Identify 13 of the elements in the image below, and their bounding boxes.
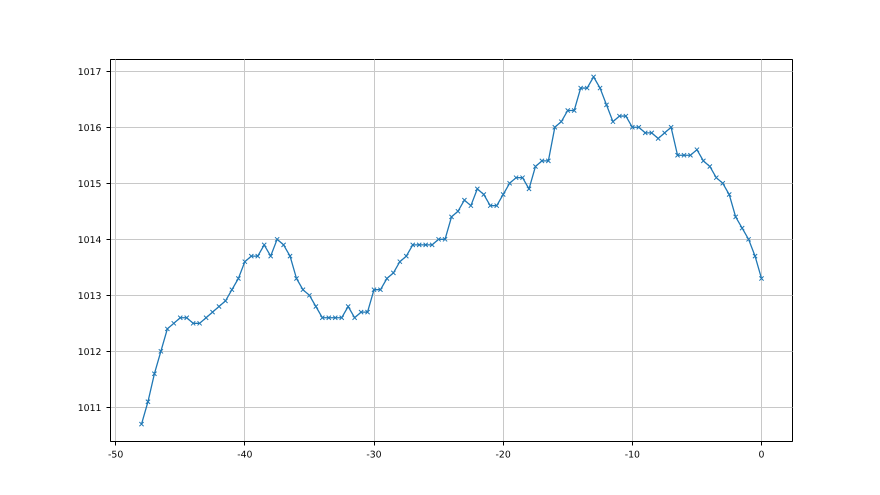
y-tick-label: 1014 [78, 234, 102, 246]
y-tick-label: 1011 [78, 402, 102, 414]
y-tick-label: 1013 [78, 290, 102, 302]
x-tick-label: -30 [366, 450, 382, 460]
y-tick-label: 1012 [78, 346, 102, 358]
x-tick-label: -20 [496, 450, 511, 460]
x-tick-label: 0 [758, 450, 765, 460]
y-tick-label: 1016 [78, 122, 102, 134]
y-tick-label: 1015 [78, 178, 102, 190]
x-tick-label: -40 [237, 450, 253, 460]
y-tick-label: 1017 [78, 66, 102, 78]
x-tick-label: -50 [108, 450, 124, 460]
x-tick-label: -10 [624, 450, 640, 460]
